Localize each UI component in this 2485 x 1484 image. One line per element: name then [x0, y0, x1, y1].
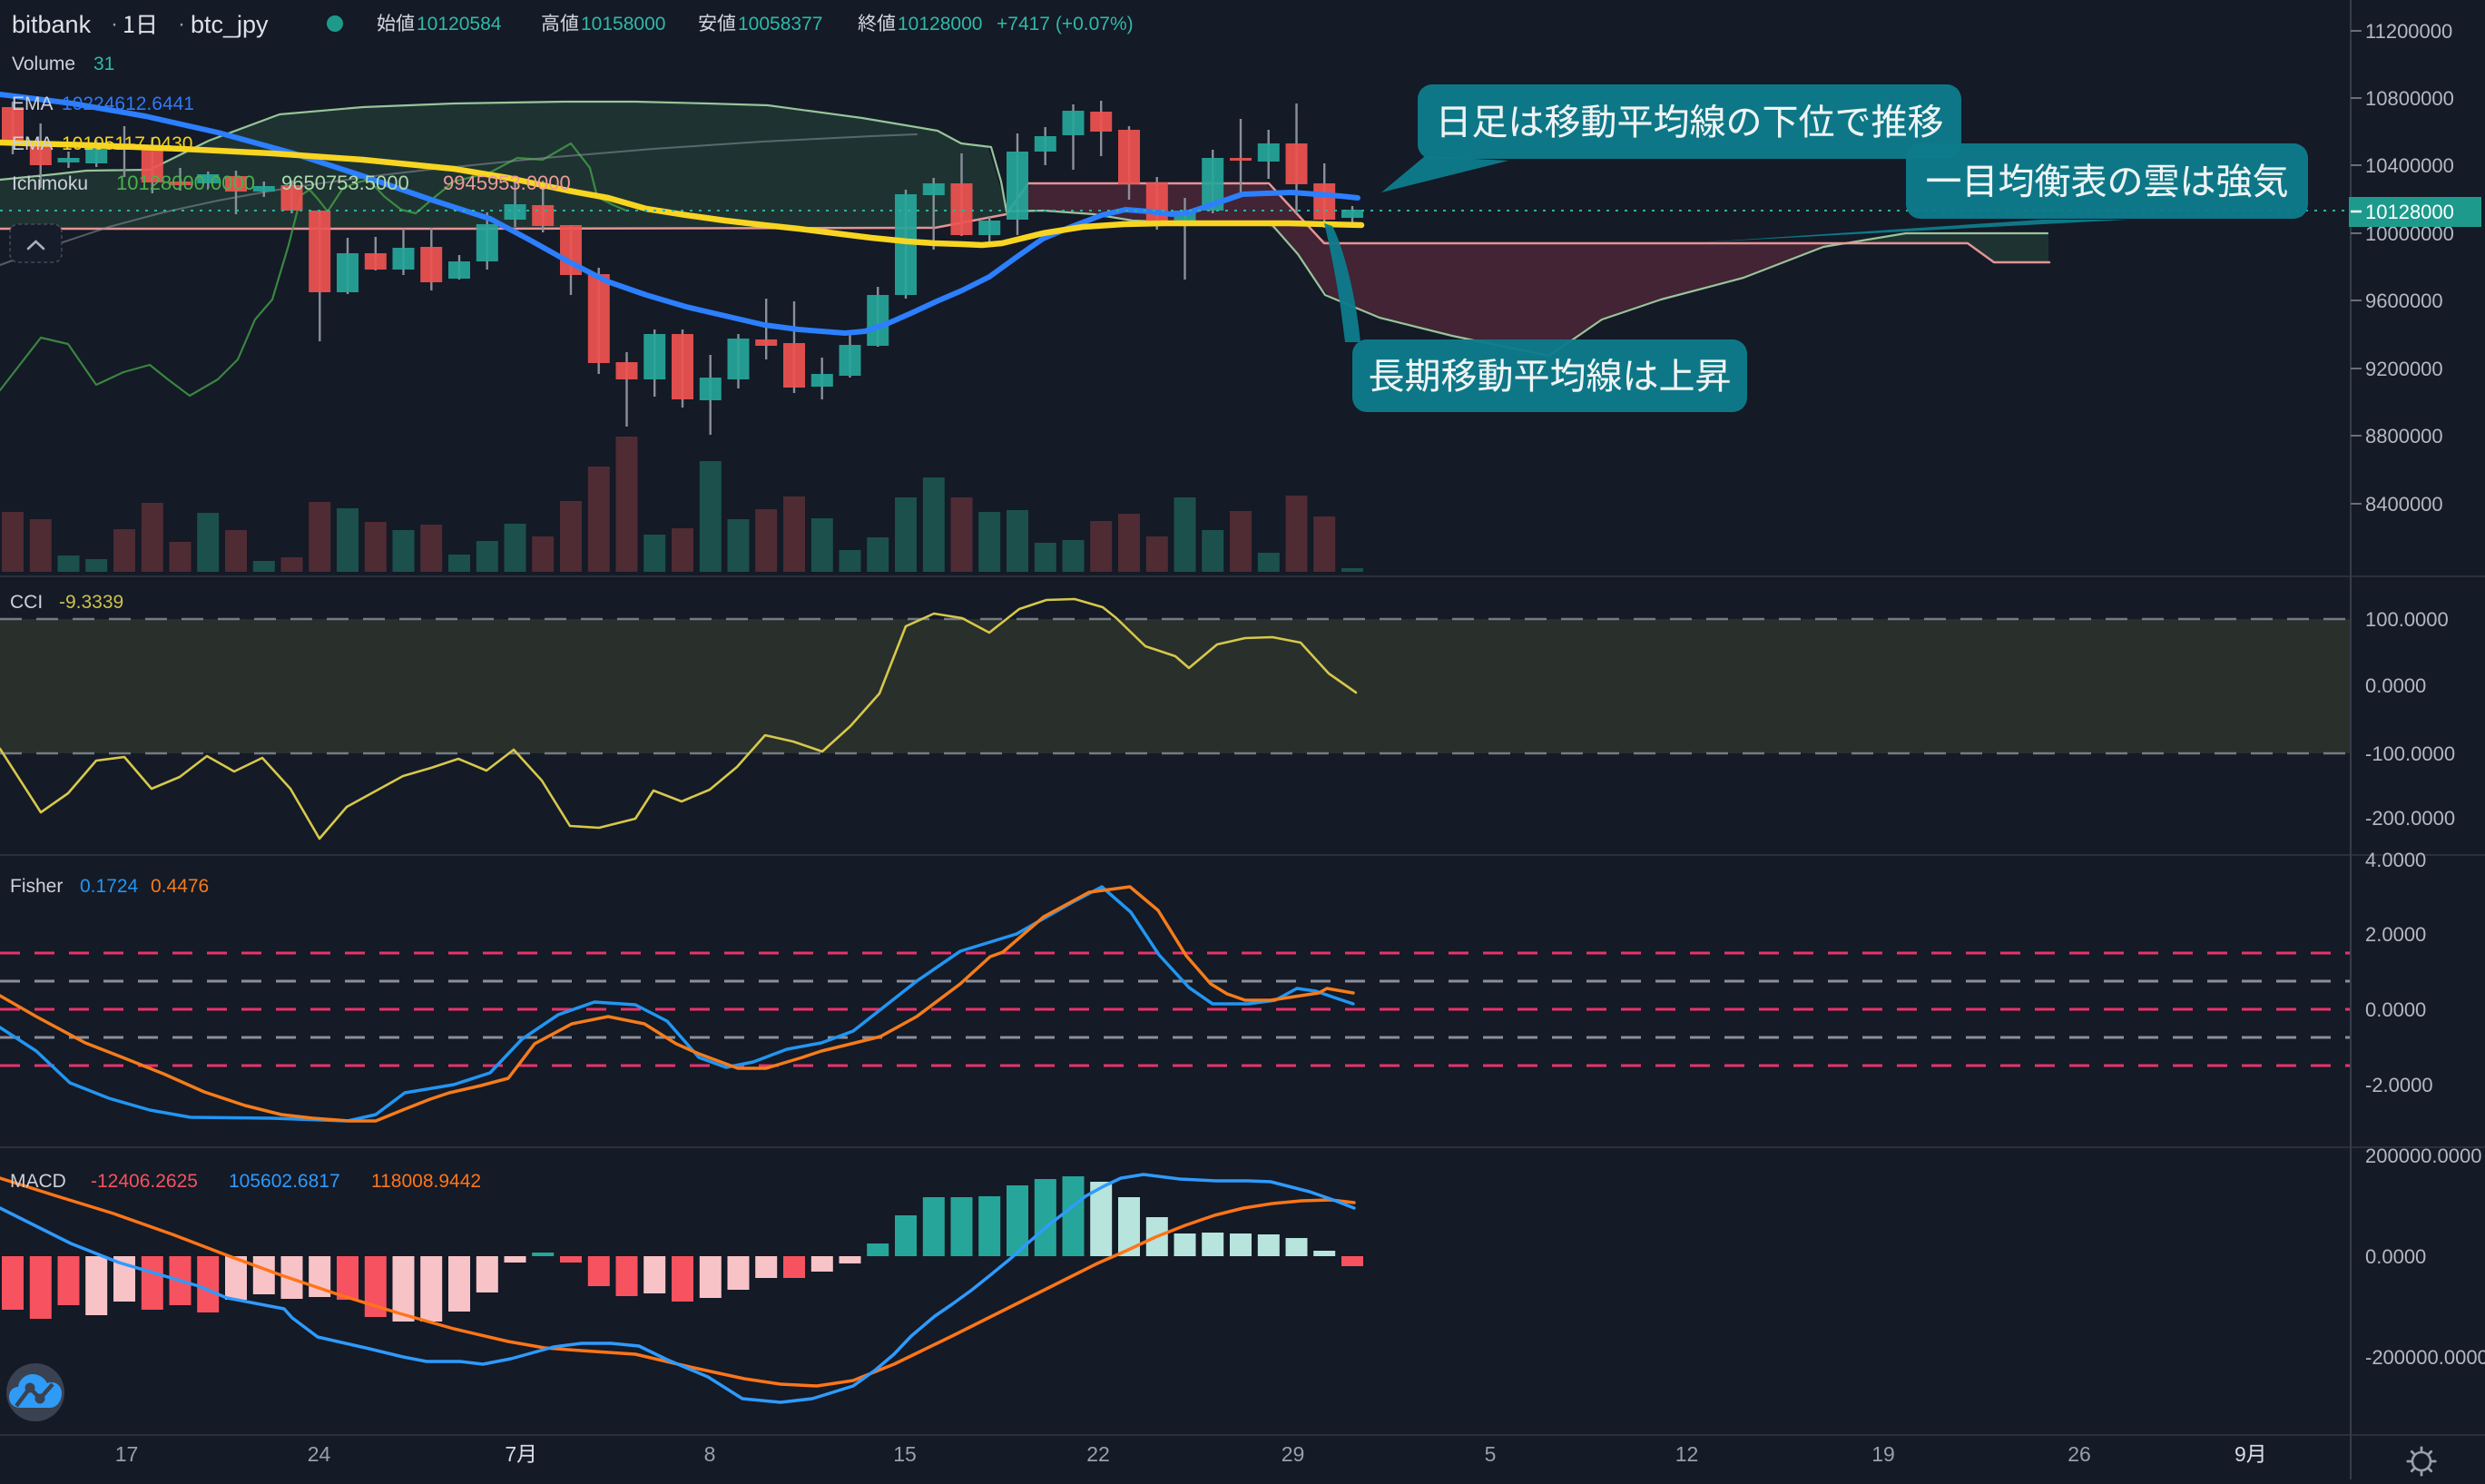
svg-text:24: 24: [308, 1442, 331, 1466]
svg-text:9600000: 9600000: [2365, 290, 2443, 312]
svg-text:MACD: MACD: [10, 1171, 66, 1192]
svg-text:10105117.0430: 10105117.0430: [62, 133, 192, 154]
svg-text:0.1724: 0.1724: [80, 876, 139, 897]
svg-text:15: 15: [893, 1442, 917, 1466]
svg-text:200000.0000: 200000.0000: [2365, 1145, 2481, 1167]
svg-text:10128000: 10128000: [2365, 201, 2454, 223]
svg-text:10158000: 10158000: [581, 14, 665, 34]
svg-text:0.0000: 0.0000: [2365, 1245, 2426, 1268]
svg-text:12: 12: [1675, 1442, 1699, 1466]
svg-text:17: 17: [115, 1442, 139, 1466]
svg-text:0.0000: 0.0000: [2365, 998, 2426, 1021]
svg-text:26: 26: [2068, 1442, 2091, 1466]
svg-text:-200000.0000: -200000.0000: [2365, 1346, 2485, 1369]
svg-text:EMA: EMA: [12, 93, 54, 114]
svg-text:118008.9442: 118008.9442: [371, 1171, 481, 1192]
svg-text:100.0000: 100.0000: [2365, 608, 2449, 631]
svg-text:-2.0000: -2.0000: [2365, 1074, 2433, 1096]
svg-text:8800000: 8800000: [2365, 425, 2443, 447]
svg-text:19: 19: [1871, 1442, 1895, 1466]
svg-text:9: 9: [2235, 1442, 2246, 1466]
svg-text:10400000: 10400000: [2365, 154, 2454, 177]
svg-text:11200000: 11200000: [2365, 20, 2452, 43]
svg-text:10800000: 10800000: [2365, 87, 2454, 110]
svg-text:-200.0000: -200.0000: [2365, 807, 2455, 830]
svg-text:9200000: 9200000: [2365, 358, 2443, 380]
svg-text:+7417 (+0.07%): +7417 (+0.07%): [997, 14, 1134, 34]
svg-text:CCI: CCI: [10, 592, 43, 613]
svg-text:4.0000: 4.0000: [2365, 849, 2426, 871]
svg-text:EMA: EMA: [12, 133, 54, 154]
svg-text:7: 7: [505, 1442, 516, 1466]
svg-text:0.0000: 0.0000: [2365, 674, 2426, 697]
svg-text:Ichimoku: Ichimoku: [12, 173, 88, 194]
svg-text:2.0000: 2.0000: [2365, 923, 2426, 946]
svg-text:10224612.6441: 10224612.6441: [62, 93, 194, 114]
svg-text:8: 8: [704, 1442, 716, 1466]
svg-text:·: ·: [111, 12, 118, 36]
svg-text:10120584: 10120584: [417, 14, 502, 34]
svg-text:8400000: 8400000: [2365, 493, 2443, 516]
svg-text:-100.0000: -100.0000: [2365, 742, 2455, 765]
svg-text:31: 31: [93, 54, 114, 74]
svg-text:Fisher: Fisher: [10, 876, 63, 897]
svg-text:·: ·: [178, 12, 185, 36]
svg-text:9650753.5000: 9650753.5000: [281, 172, 409, 194]
svg-text:-12406.2625: -12406.2625: [91, 1171, 198, 1192]
svg-text:29: 29: [1282, 1442, 1305, 1466]
svg-text:-9.3339: -9.3339: [59, 592, 123, 613]
svg-text:9945953.0000: 9945953.0000: [443, 172, 571, 194]
svg-text:Volume: Volume: [12, 54, 75, 74]
svg-text:10128000: 10128000: [898, 14, 982, 34]
svg-text:10128000.0000: 10128000.0000: [116, 172, 255, 194]
svg-text:105602.6817: 105602.6817: [229, 1171, 340, 1192]
svg-text:bitbank: bitbank: [12, 11, 92, 38]
svg-text:5: 5: [1485, 1442, 1497, 1466]
svg-text:22: 22: [1086, 1442, 1110, 1466]
svg-text:0.4476: 0.4476: [151, 876, 209, 897]
svg-text:10058377: 10058377: [738, 14, 822, 34]
svg-text:btc_jpy: btc_jpy: [191, 11, 269, 38]
